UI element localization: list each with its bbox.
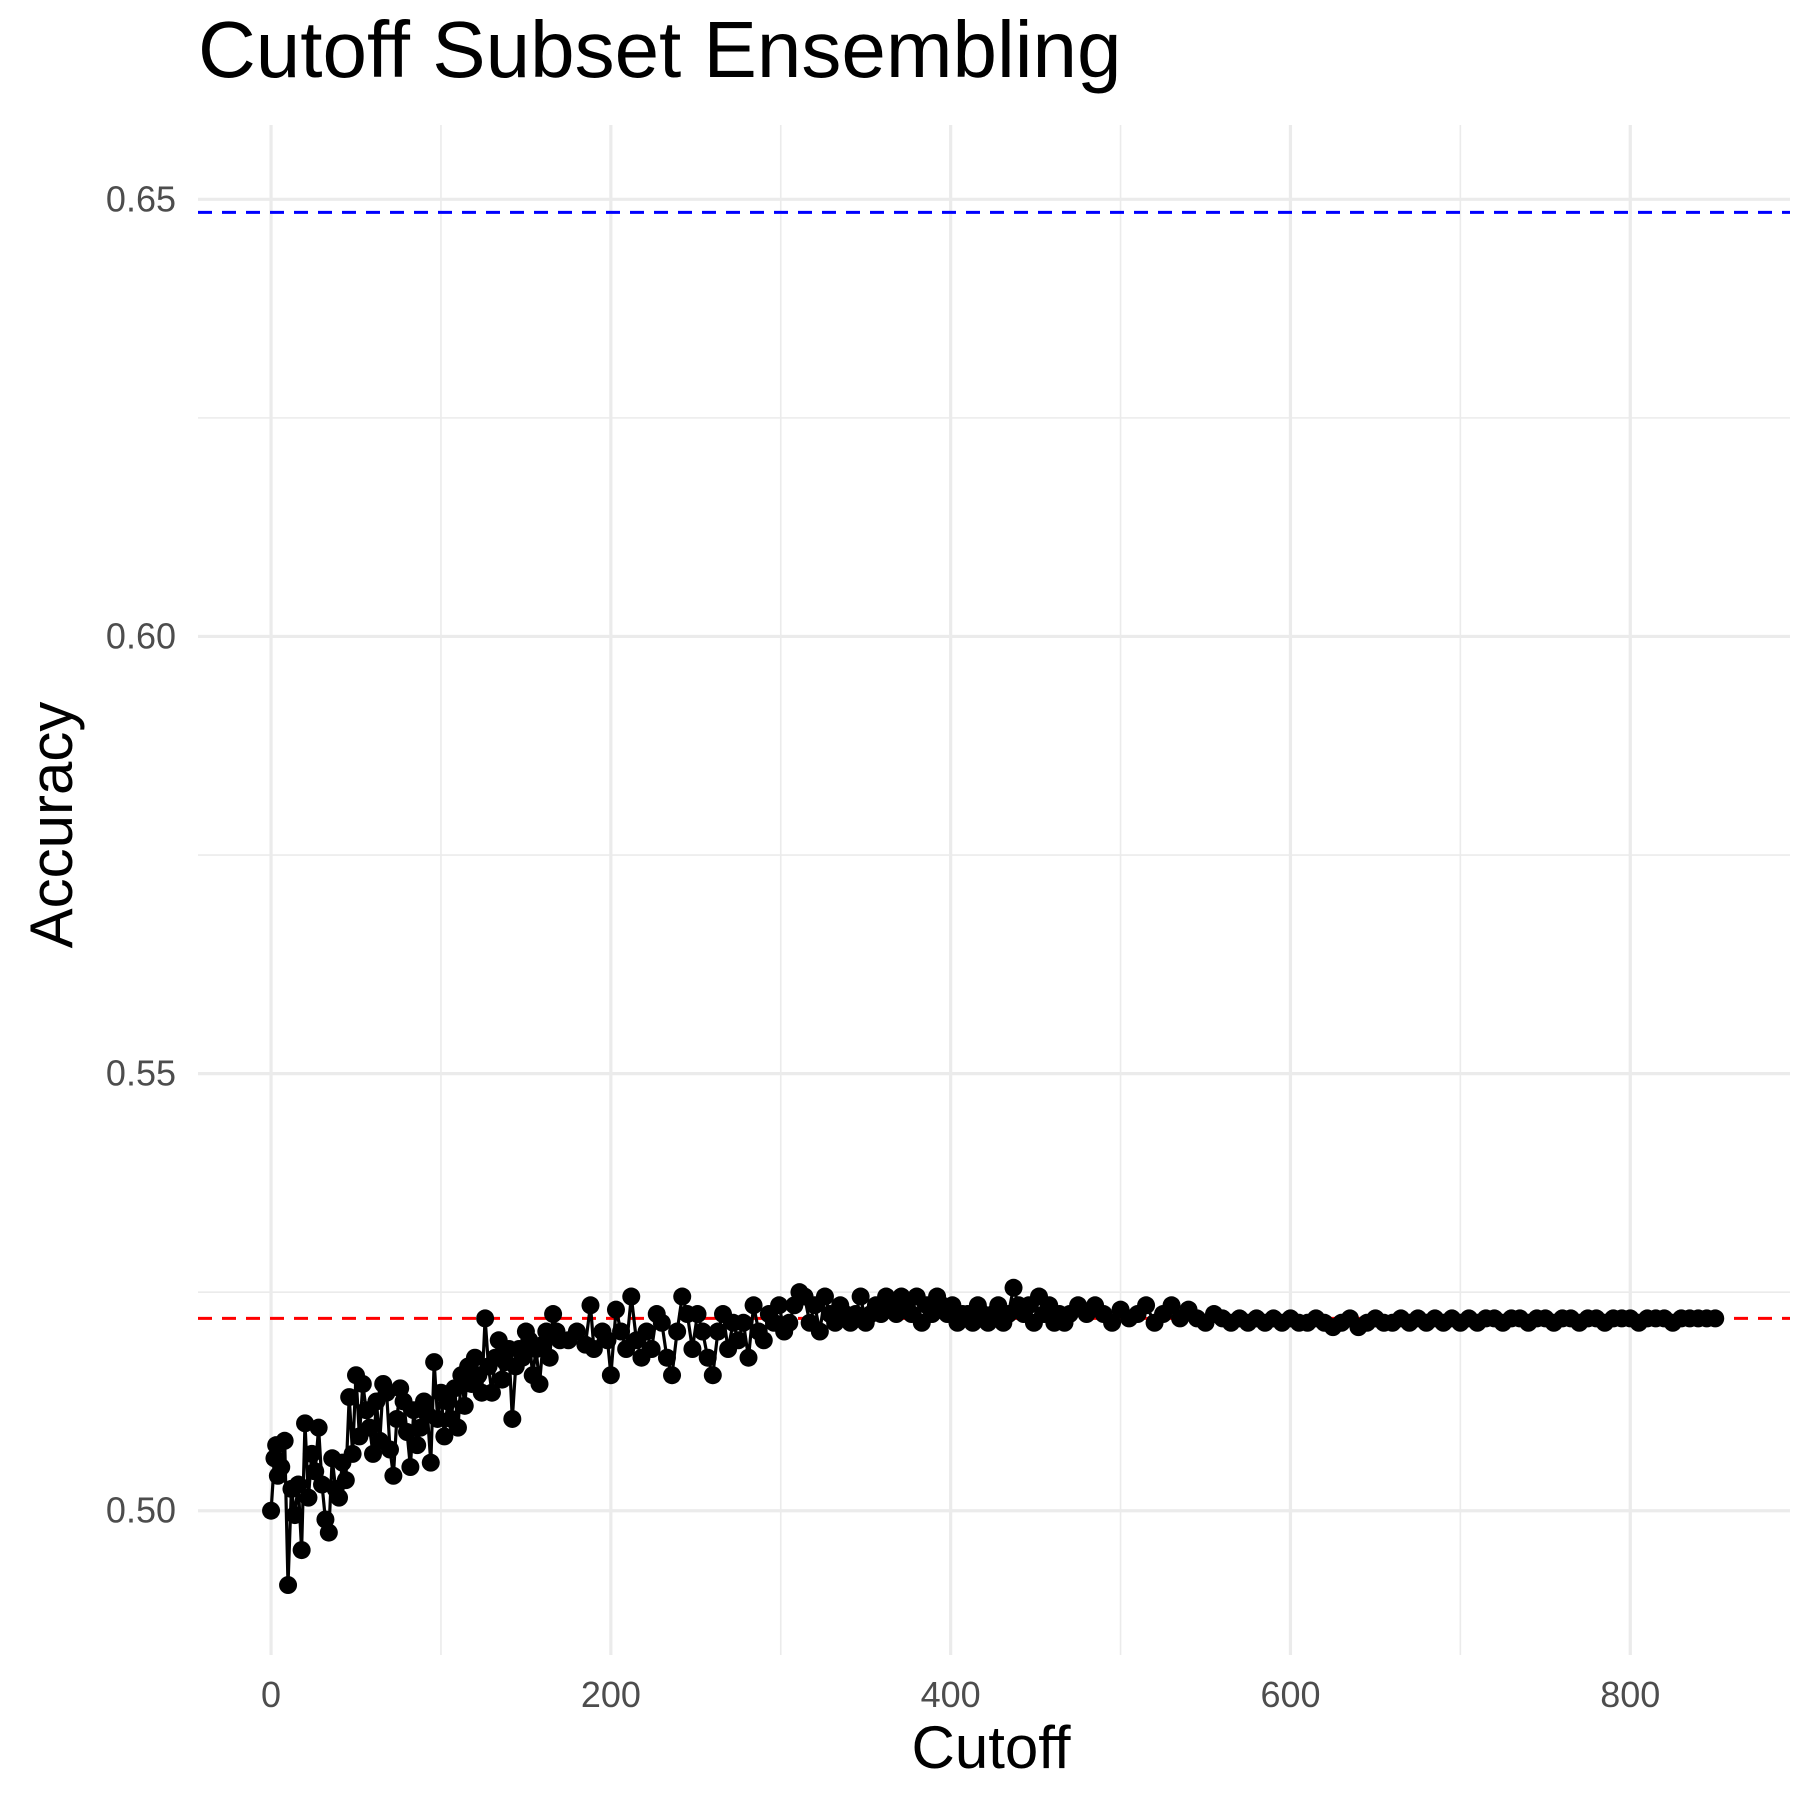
data-point [567, 1322, 586, 1341]
data-point [657, 1348, 676, 1367]
x-tick-label: 0 [261, 1674, 281, 1715]
data-point [606, 1300, 625, 1319]
data-point [513, 1348, 532, 1367]
data-point [289, 1475, 308, 1494]
data-point [1103, 1313, 1122, 1332]
data-point [319, 1523, 338, 1542]
data-point [622, 1287, 641, 1306]
data-point [744, 1296, 763, 1315]
data-point [734, 1313, 753, 1332]
y-tick-labels: 0.50 0.55 0.60 0.65 [106, 178, 176, 1530]
data-point [360, 1418, 379, 1437]
data-point [343, 1444, 362, 1463]
data-point [584, 1340, 603, 1358]
data-point [810, 1322, 829, 1341]
data-point [455, 1396, 474, 1415]
x-tick-label: 600 [1260, 1674, 1320, 1715]
data-point [401, 1458, 420, 1477]
data-point [1162, 1296, 1181, 1315]
data-point [448, 1418, 467, 1437]
data-point [540, 1348, 559, 1367]
reference-lines [198, 210, 1790, 1320]
y-tick-label: 0.50 [106, 1490, 176, 1531]
x-tick-label: 200 [581, 1674, 641, 1715]
data-point [729, 1331, 748, 1350]
data-point [581, 1296, 600, 1315]
data-point [698, 1348, 717, 1367]
data-point [503, 1409, 522, 1428]
data-point [397, 1423, 416, 1442]
data-point [476, 1309, 495, 1328]
data-point [302, 1444, 321, 1463]
data-point [428, 1409, 447, 1428]
minor-gridlines [198, 125, 1790, 1655]
data-point [754, 1331, 773, 1350]
data-point [336, 1471, 355, 1490]
data-point [380, 1440, 399, 1459]
data-point [642, 1340, 661, 1358]
data-point [612, 1322, 631, 1341]
data-point [309, 1418, 328, 1437]
series-lines [269, 1286, 1716, 1587]
data-point [313, 1475, 332, 1494]
data-point [815, 1287, 834, 1306]
major-gridlines [198, 125, 1790, 1655]
data-point [673, 1287, 692, 1306]
y-tick-label: 0.65 [106, 178, 176, 219]
data-point [693, 1322, 712, 1341]
data-point [770, 1296, 789, 1315]
x-tick-labels: 0 200 400 600 800 [261, 1674, 1660, 1715]
data-point [780, 1313, 799, 1332]
data-point [708, 1322, 727, 1341]
data-point [425, 1353, 444, 1372]
data-point [1004, 1278, 1023, 1297]
data-point [1137, 1296, 1156, 1315]
data-point [1706, 1309, 1725, 1328]
data-point [739, 1348, 758, 1367]
data-point [330, 1488, 349, 1507]
data-point [493, 1370, 512, 1389]
y-tick-label: 0.55 [106, 1053, 176, 1094]
data-point [652, 1313, 671, 1332]
data-point [279, 1576, 298, 1595]
chart-title: Cutoff Subset Ensembling [198, 5, 1122, 94]
data-point [637, 1322, 656, 1341]
data-point [408, 1436, 427, 1455]
data-point [530, 1374, 549, 1393]
data-point [275, 1431, 294, 1450]
data-point [296, 1414, 315, 1433]
data-point [377, 1383, 396, 1402]
data-point [703, 1366, 722, 1385]
series-line [269, 1286, 1716, 1587]
data-point [683, 1340, 702, 1358]
data-point [544, 1305, 563, 1324]
x-axis-title: Cutoff [911, 1714, 1071, 1781]
series-points [262, 1278, 1725, 1595]
data-point [465, 1348, 484, 1367]
x-tick-label: 400 [921, 1674, 981, 1715]
data-point [435, 1427, 454, 1446]
data-point [688, 1305, 707, 1324]
data-point [421, 1453, 440, 1472]
data-point [262, 1501, 281, 1520]
data-point [353, 1374, 372, 1393]
data-point [663, 1366, 682, 1385]
data-point [851, 1287, 870, 1306]
data-point [340, 1388, 359, 1407]
data-point [387, 1409, 406, 1428]
data-point [601, 1366, 620, 1385]
y-tick-label: 0.60 [106, 615, 176, 656]
data-point [272, 1458, 291, 1477]
data-point [384, 1466, 403, 1485]
x-tick-label: 800 [1600, 1674, 1660, 1715]
data-point [299, 1488, 318, 1507]
data-point [598, 1331, 617, 1350]
data-point [292, 1541, 311, 1560]
data-point [482, 1383, 501, 1402]
data-point [668, 1322, 687, 1341]
data-point [285, 1506, 304, 1525]
y-axis-title: Accuracy [18, 701, 85, 949]
